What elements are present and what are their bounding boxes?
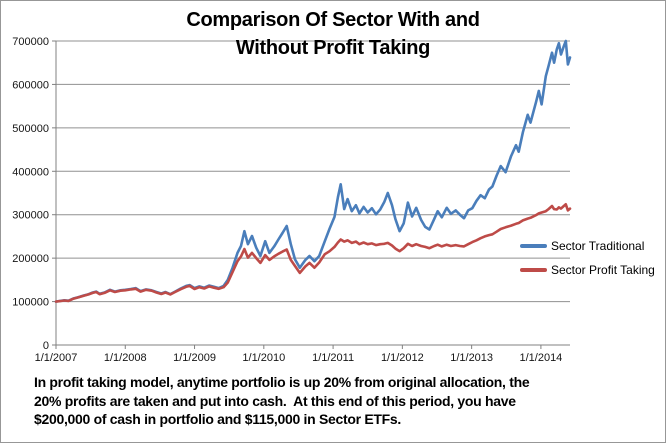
y-tick-label: 100000 [12, 297, 49, 309]
x-tick-label: 1/1/2013 [450, 352, 493, 364]
y-tick-label: 0 [43, 340, 49, 352]
caption-line-3: $200,000 of cash in portfolio and $115,0… [34, 411, 401, 427]
chart-title-line2: Without Profit Taking [235, 37, 431, 59]
y-tick-label: 300000 [12, 210, 49, 222]
x-tick-label: 1/1/2008 [104, 352, 147, 364]
x-tick-label: 1/1/2011 [312, 352, 354, 364]
x-tick-label: 1/1/2012 [381, 352, 424, 364]
y-tick-label: 700000 [12, 36, 49, 48]
series-line-profit-taking[interactable] [54, 203, 572, 303]
chart-title-line1: Comparison Of Sector With and [186, 9, 480, 31]
x-tick-label: 1/1/2010 [242, 352, 285, 364]
y-tick-label: 600000 [12, 79, 49, 91]
x-tick-label: 1/1/2007 [35, 352, 78, 364]
caption-line-2: 20% profits are taken and put into cash.… [34, 392, 516, 409]
caption-line-1: In profit taking model, anytime portfoli… [34, 374, 530, 390]
x-tick-label: 1/1/2014 [519, 352, 562, 364]
legend-label-profit-taking: Sector Profit Taking [551, 263, 655, 277]
legend-line-sample-traditional [520, 244, 547, 248]
x-tick-label: 1/1/2009 [173, 352, 216, 364]
y-tick-label: 400000 [12, 166, 49, 178]
legend-item-traditional[interactable]: Sector Traditional [520, 234, 655, 258]
legend-item-profit-taking[interactable]: Sector Profit Taking [520, 258, 655, 282]
y-tick-label: 200000 [12, 253, 49, 265]
chart-title: Comparison Of Sector With and Without Pr… [1, 6, 665, 62]
y-tick-label: 500000 [12, 123, 49, 135]
legend-label-traditional: Sector Traditional [551, 239, 645, 253]
chart-caption: In profit taking model, anytime portfoli… [34, 373, 530, 429]
legend-line-sample-profit-taking [520, 268, 547, 272]
legend: Sector Traditional Sector Profit Taking [520, 234, 655, 282]
